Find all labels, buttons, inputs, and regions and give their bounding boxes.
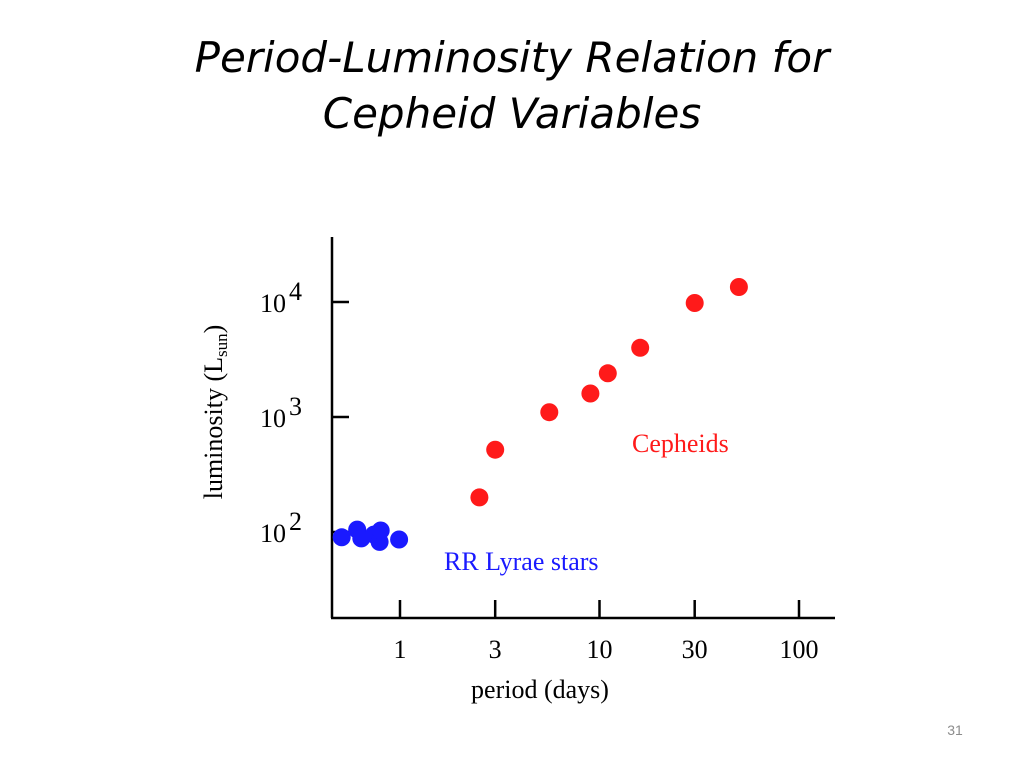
x-tick-label: 3 — [489, 635, 502, 664]
y-tick-label-base: 10 — [260, 519, 286, 548]
point-cepheids — [581, 384, 600, 403]
data-points — [332, 278, 748, 551]
y-tick-label: 10 4 — [260, 277, 302, 318]
y-tick-label-base: 10 — [260, 289, 286, 318]
y-tick-label-exponent: 2 — [289, 507, 302, 536]
point-rr-lyrae-stars — [390, 530, 409, 549]
y-axis-label-subscript: sun — [212, 333, 231, 357]
series-label-rr-lyrae: RR Lyrae stars — [444, 547, 599, 576]
x-axis-label: period (days) — [471, 675, 609, 704]
y-tick-label: 10 3 — [260, 392, 302, 433]
y-axis-label-close: ) — [199, 325, 228, 334]
page-number: 31 — [947, 722, 963, 738]
point-cepheids — [631, 338, 650, 357]
point-rr-lyrae-stars — [371, 521, 390, 540]
series-label-cepheids: Cepheids — [632, 429, 729, 458]
x-ticks: 1 3 10 30 100 — [394, 600, 819, 664]
y-tick-label-exponent: 4 — [289, 277, 302, 306]
y-tick-label-exponent: 3 — [289, 392, 302, 421]
title-line-1: Period-Luminosity Relation for — [194, 33, 830, 82]
point-cepheids — [729, 278, 748, 296]
x-tick-label: 10 — [587, 635, 613, 664]
x-tick-label: 100 — [780, 635, 819, 664]
x-tick-label: 30 — [682, 635, 708, 664]
chart-axes — [330, 237, 835, 620]
point-cepheids — [540, 403, 559, 422]
point-cepheids — [486, 440, 505, 459]
y-tick-label-base: 10 — [260, 404, 286, 433]
y-axis-label-main: luminosity (L — [199, 357, 228, 499]
y-axis-label: luminosity (Lsun) — [199, 325, 231, 500]
x-tick-label: 1 — [394, 635, 407, 664]
point-cepheids — [685, 294, 704, 312]
y-tick-label: 10 2 — [260, 507, 302, 548]
point-rr-lyrae-stars — [332, 528, 351, 547]
point-cepheids — [470, 488, 489, 507]
title-line-2: Cepheid Variables — [322, 89, 702, 138]
point-cepheids — [598, 364, 617, 383]
slide-title: Period-Luminosity Relation for Cepheid V… — [0, 30, 1024, 142]
